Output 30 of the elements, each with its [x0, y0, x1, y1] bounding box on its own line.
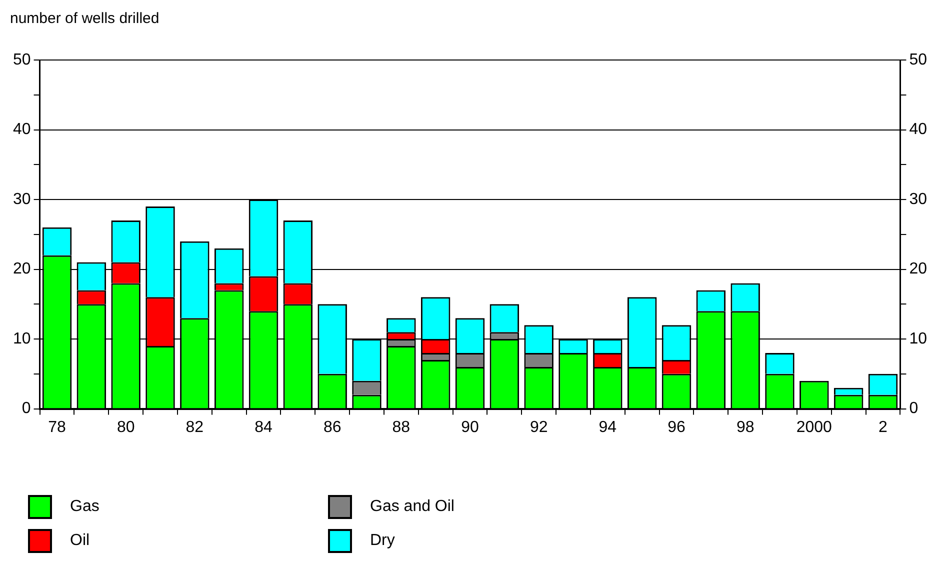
x-tick-label: 78: [48, 418, 66, 436]
y-tick-label: 10: [13, 330, 31, 348]
legend-label: Dry: [370, 532, 395, 550]
x-tick-label: 92: [530, 418, 548, 436]
x-tick-label: 82: [186, 418, 204, 436]
y-tick-label: 20: [13, 260, 31, 278]
y2-tick-label: 10: [909, 330, 928, 348]
x-tick-label: 2000: [796, 418, 832, 436]
x-tick-label: 96: [668, 418, 686, 436]
y2-tick-label: 40: [909, 121, 928, 138]
y-tick-label: 30: [13, 190, 31, 208]
x-tick-label: 88: [392, 418, 410, 436]
x-tick-label: 2: [878, 418, 888, 436]
x-tick-label: 86: [323, 418, 342, 436]
y-tick-label: 0: [22, 400, 31, 418]
y2-tick-label: 30: [909, 190, 928, 208]
legend-label: Oil: [70, 532, 90, 550]
x-tick-label: 84: [254, 418, 273, 436]
legend-label: Gas and Oil: [370, 498, 454, 516]
y2-tick-label: 0: [909, 400, 918, 418]
y2-tick-label: 20: [909, 260, 928, 278]
x-tick-label: 98: [736, 418, 754, 436]
x-tick-label: 94: [598, 418, 617, 436]
y-tick-label: 40: [13, 121, 31, 138]
y-axis-title: number of wells drilled: [10, 10, 160, 27]
y2-tick-label: 50: [909, 51, 928, 68]
x-tick-label: 90: [461, 418, 479, 436]
x-tick-label: 80: [116, 418, 135, 436]
y-tick-label: 50: [13, 51, 31, 68]
legend-label: Gas: [70, 498, 100, 516]
